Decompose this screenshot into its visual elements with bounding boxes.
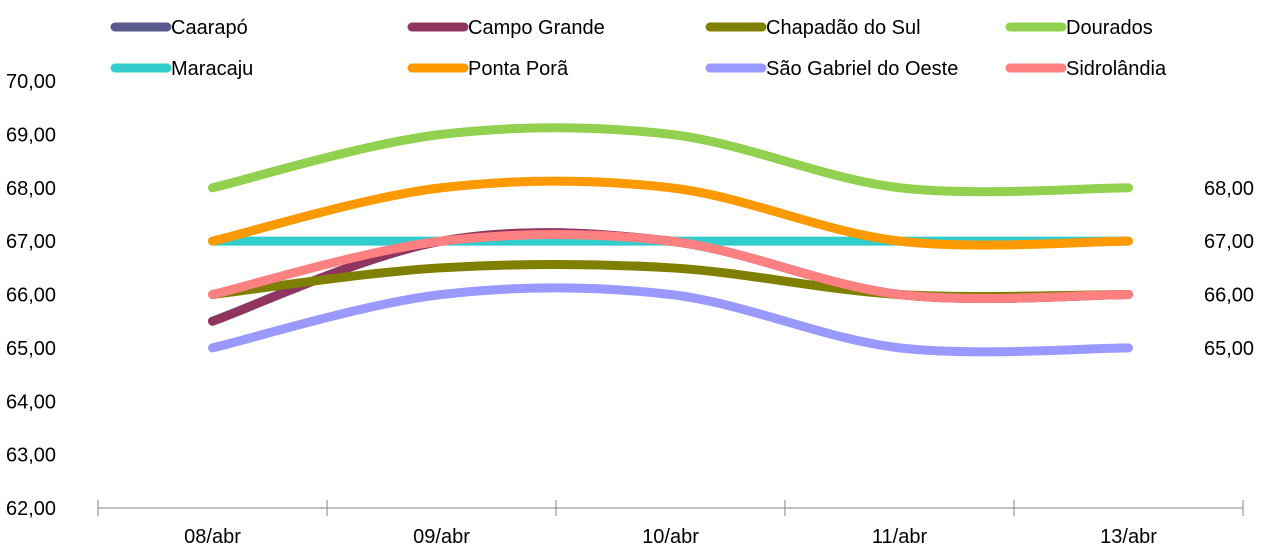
- y-tick-label: 69,00: [6, 124, 56, 146]
- y-tick-label: 62,00: [6, 498, 56, 520]
- legend-label: Dourados: [1066, 17, 1153, 39]
- y-tick-label: 70,00: [6, 71, 56, 93]
- series-line-5: [208, 176, 1133, 250]
- legend-label: São Gabriel do Oeste: [766, 58, 958, 80]
- legend-label: Caarapó: [171, 17, 248, 39]
- x-tick-label: 11/abr: [872, 526, 928, 548]
- series-line-3: [208, 123, 1133, 197]
- x-tick-label: 08/abr: [184, 526, 241, 548]
- legend-label: Chapadão do Sul: [766, 17, 921, 39]
- end-data-label: 67,00: [1204, 231, 1254, 253]
- series-lines: [208, 123, 1133, 357]
- end-data-label: 66,00: [1204, 285, 1254, 307]
- legend: Caarapó Campo Grande Chapadão do Sul Dourad…: [110, 17, 1167, 80]
- y-tick-label: 66,00: [6, 285, 56, 307]
- legend-label: Ponta Porã: [468, 58, 569, 80]
- x-axis: 08/abr 09/abr 10/abr 11/abr 13/abr: [97, 500, 1244, 548]
- x-tick-label: 13/abr: [1100, 526, 1157, 548]
- legend-label: Maracaju: [171, 58, 253, 80]
- series-line-7: [208, 229, 1133, 303]
- y-tick-label: 67,00: [6, 231, 56, 253]
- y-tick-label: 65,00: [6, 338, 56, 360]
- end-labels: 68,00 67,00 66,00 65,00: [1204, 178, 1254, 360]
- y-axis: 62,00 63,00 64,00 65,00 66,00 67,00 68,00 69,00…: [6, 71, 56, 520]
- x-tick-label: 09/abr: [413, 526, 470, 548]
- y-tick-label: 64,00: [6, 391, 56, 413]
- legend-label: Sidrolândia: [1066, 58, 1167, 80]
- end-data-label: 65,00: [1204, 338, 1254, 360]
- y-tick-label: 68,00: [6, 178, 56, 200]
- series-line-6: [208, 283, 1133, 357]
- legend-label: Campo Grande: [468, 17, 605, 39]
- x-tick-label: 10/abr: [642, 526, 699, 548]
- end-data-label: 68,00: [1204, 178, 1254, 200]
- y-tick-label: 63,00: [6, 445, 56, 467]
